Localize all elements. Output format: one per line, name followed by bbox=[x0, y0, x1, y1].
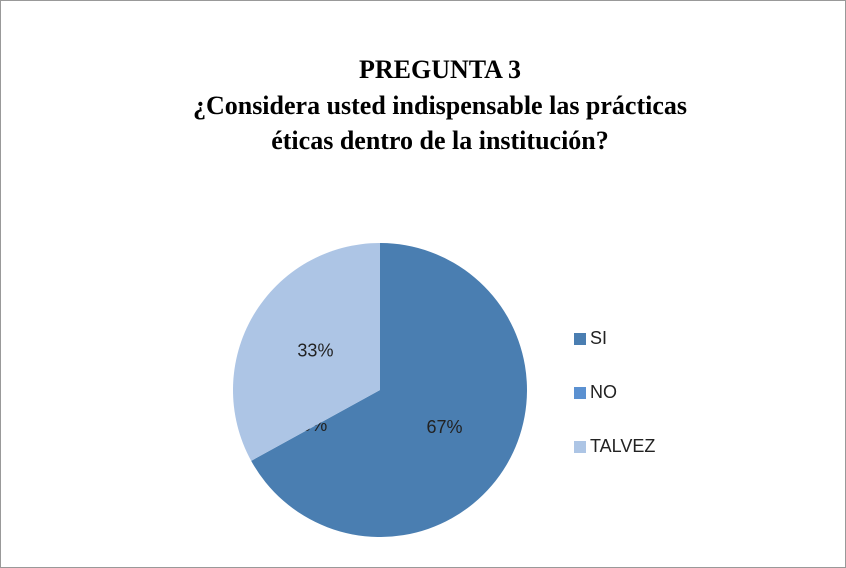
legend-swatch bbox=[574, 387, 586, 399]
legend-label: SI bbox=[590, 328, 607, 348]
data-label: 67% bbox=[427, 417, 463, 437]
chart-title: PREGUNTA 3 bbox=[359, 55, 521, 84]
pie-slice bbox=[233, 243, 380, 461]
legend-swatch bbox=[574, 333, 586, 345]
data-label: 33% bbox=[297, 341, 333, 361]
chart-title: ¿Considera usted indispensable las práct… bbox=[193, 91, 687, 120]
chart-title: éticas dentro de la institución? bbox=[271, 126, 609, 155]
legend-label: NO bbox=[590, 382, 617, 402]
legend-label: TALVEZ bbox=[590, 436, 655, 456]
pie-slice bbox=[251, 243, 527, 537]
legend-swatch bbox=[574, 441, 586, 453]
